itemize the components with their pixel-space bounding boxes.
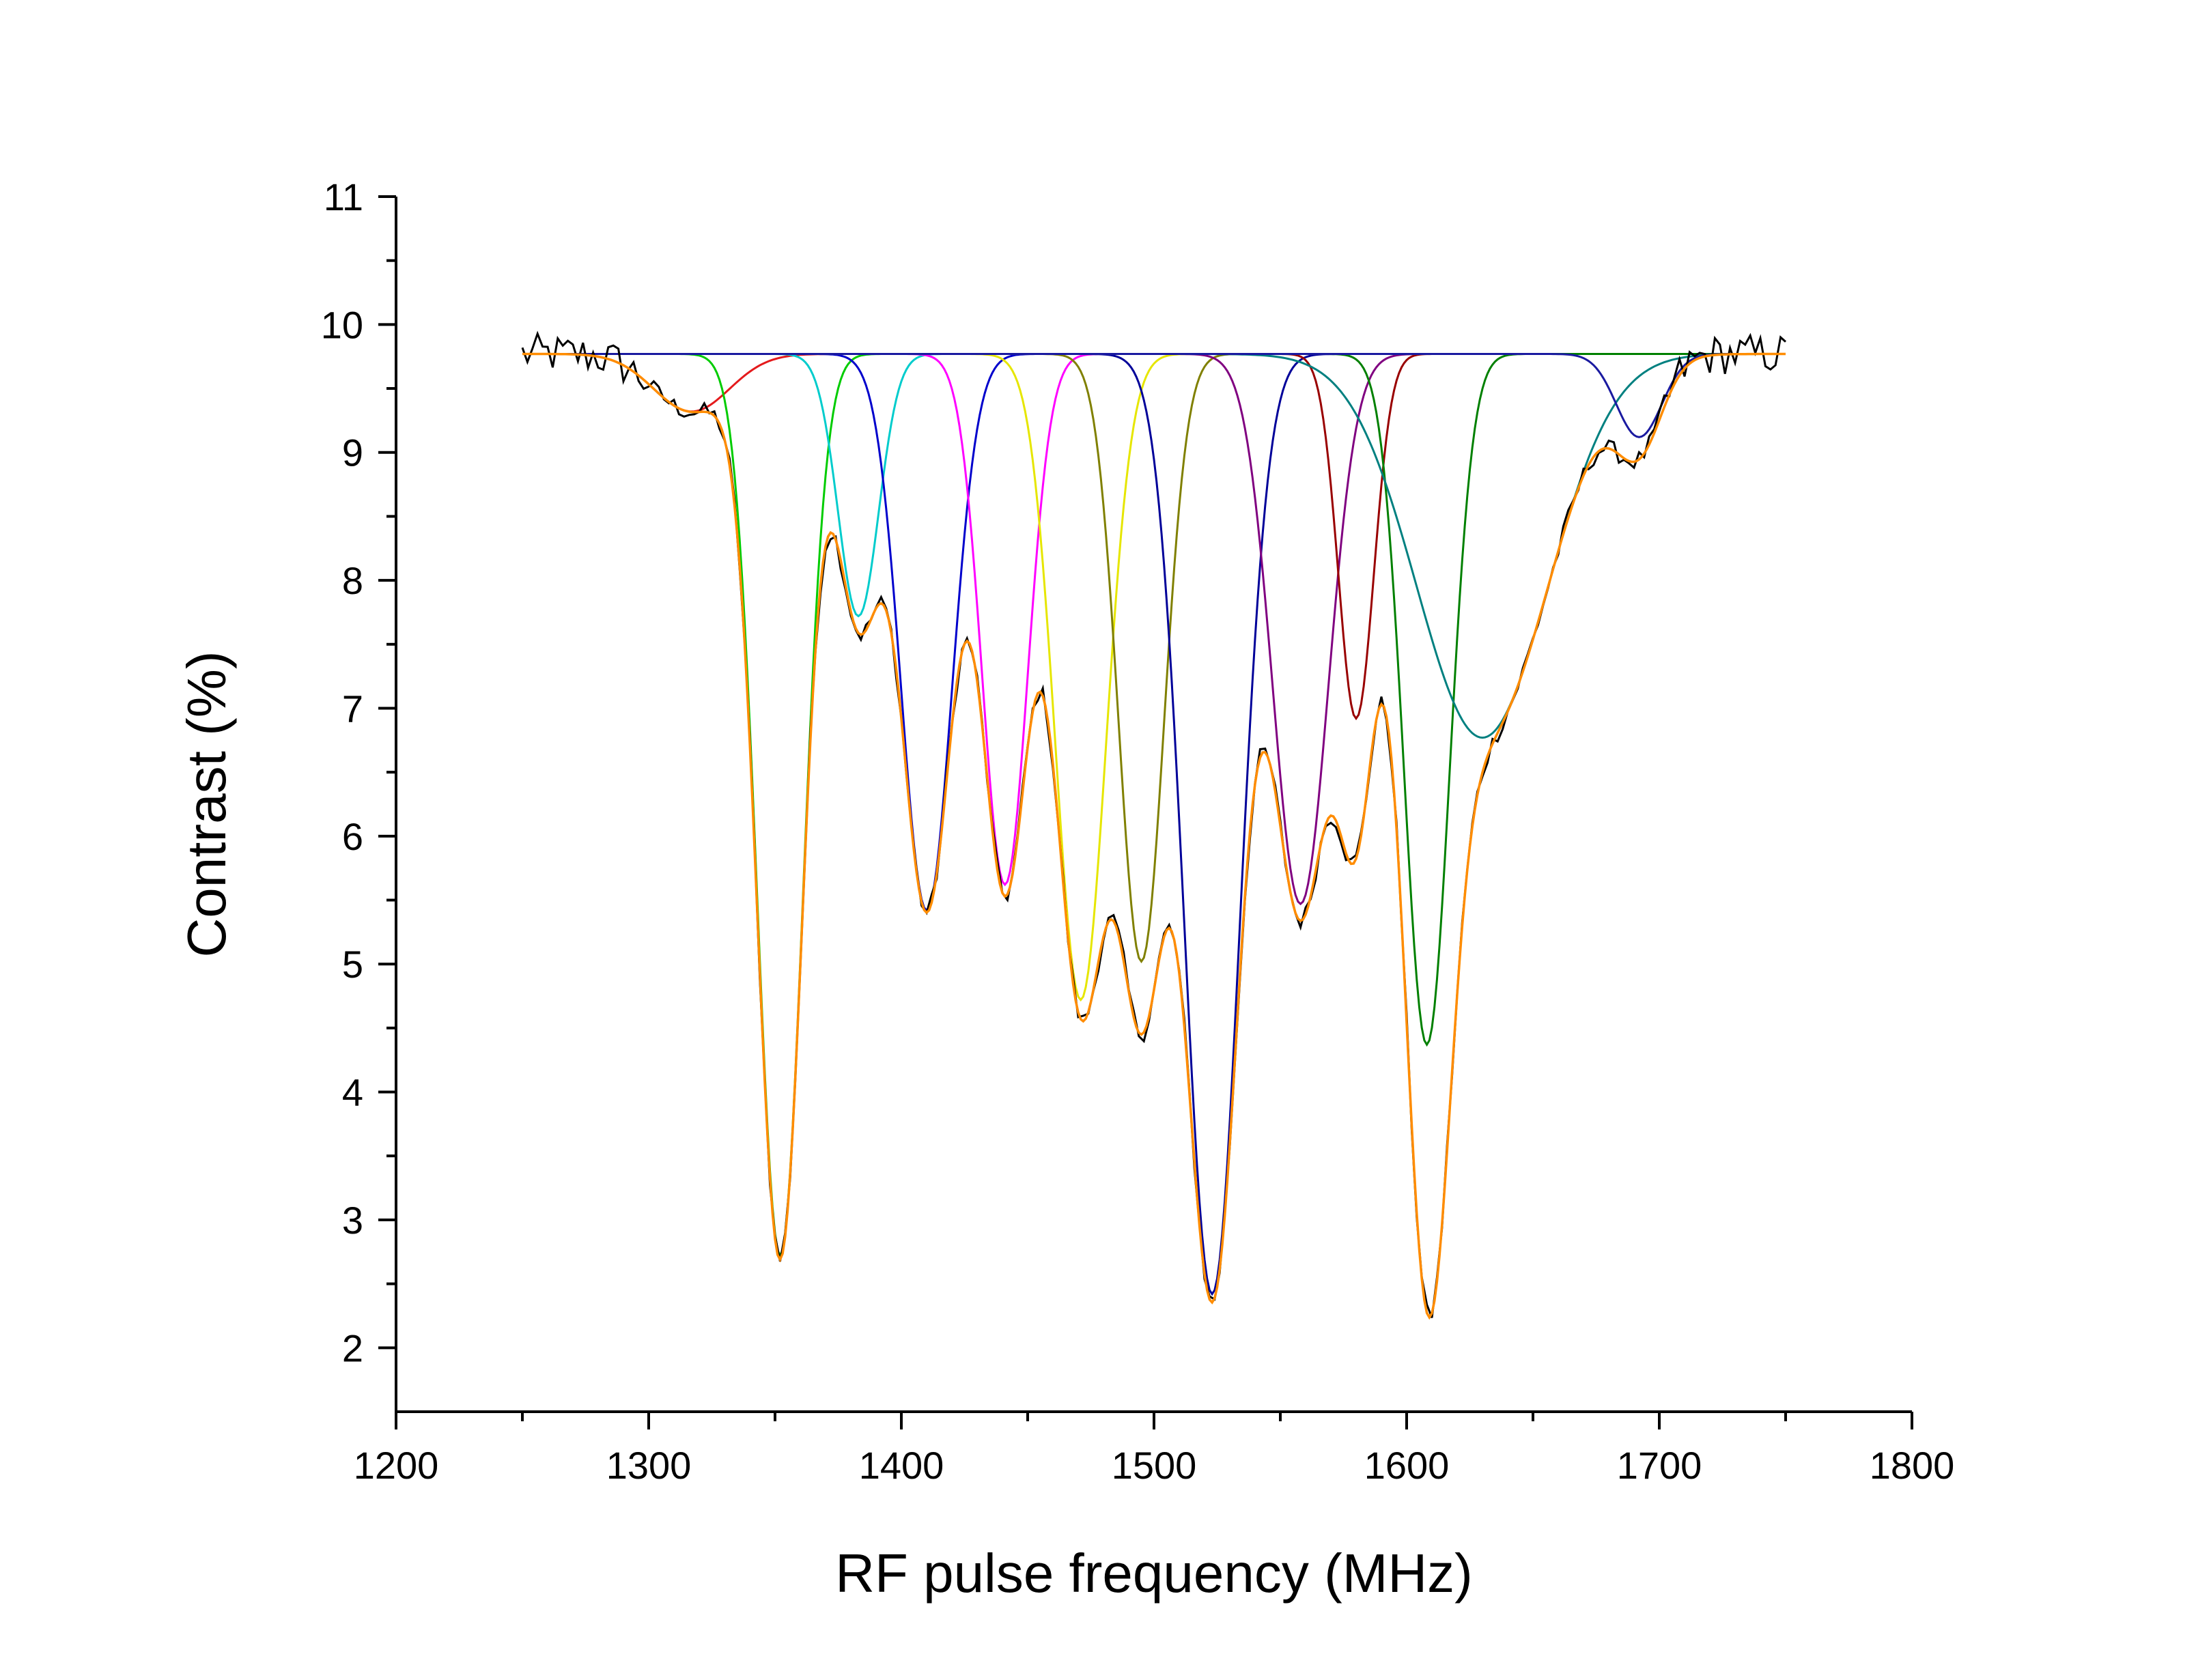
fit-component-7 — [522, 353, 1786, 964]
cumulative-fit-line — [522, 352, 1786, 1320]
y-tick-label: 5 — [342, 943, 363, 986]
fit-component-6 — [522, 353, 1786, 1002]
x-tick-label: 1500 — [1112, 1444, 1197, 1487]
y-tick-label: 7 — [342, 687, 363, 730]
tick-labels: 1200 1300 1400 1500 1600 1700 1800 2 3 4 5 6 7 8 9 10 11 — [321, 175, 1955, 1487]
y-tick-label: 10 — [321, 303, 363, 346]
y-tick-label: 11 — [324, 175, 363, 218]
fit-component-8 — [522, 353, 1786, 1296]
y-tick-label: 4 — [342, 1071, 363, 1114]
x-tick-label: 1600 — [1364, 1444, 1450, 1487]
x-axis-label: RF pulse frequency (MHz) — [835, 1543, 1473, 1604]
y-tick-label: 3 — [342, 1199, 363, 1242]
fit-component-9 — [522, 353, 1786, 906]
x-tick-label: 1300 — [606, 1444, 692, 1487]
axes — [378, 195, 1913, 1429]
y-tick-label: 6 — [342, 815, 363, 858]
x-tick-label: 1800 — [1870, 1444, 1955, 1487]
fit-component-13 — [522, 353, 1786, 438]
fit-component-3 — [522, 353, 1786, 618]
series — [521, 330, 1786, 1320]
y-tick-label: 8 — [342, 559, 363, 602]
fit-component-2 — [522, 353, 1786, 1259]
fit-component-10 — [522, 353, 1786, 721]
y-tick-label: 2 — [342, 1326, 363, 1369]
measured-data-line — [521, 330, 1786, 1318]
x-tick-label: 1700 — [1617, 1444, 1702, 1487]
y-tick-label: 9 — [342, 431, 363, 474]
fit-component-5 — [522, 353, 1786, 887]
x-tick-label: 1400 — [859, 1444, 944, 1487]
y-axis-label: Contrast (%) — [176, 651, 237, 958]
fit-components — [522, 353, 1786, 1296]
x-tick-label: 1200 — [354, 1444, 439, 1487]
